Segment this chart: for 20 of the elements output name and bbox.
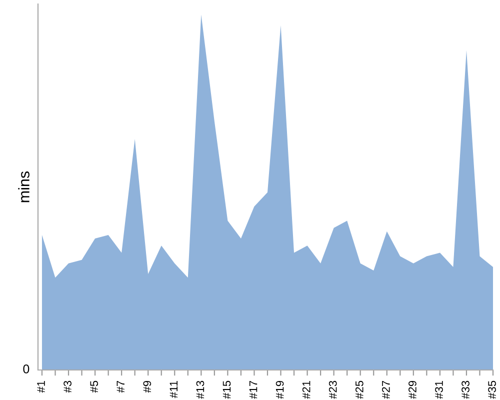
y-axis-title: mins (18, 171, 30, 202)
x-tick-label: #15 (222, 380, 231, 399)
x-tick-label: #35 (488, 380, 496, 399)
x-tick-label: #21 (302, 380, 310, 399)
text: 0 (23, 364, 30, 374)
x-tick-label: #29 (408, 380, 416, 399)
x-tick-label: #1 (37, 380, 45, 393)
x-tick-label: #31 (435, 380, 443, 399)
x-tick-label: #3 (64, 380, 72, 393)
x-tick-label: #17 (249, 380, 258, 399)
x-tick-label: #19 (276, 380, 284, 399)
x-tick-label: #25 (355, 380, 364, 399)
x-tick-label: #11 (170, 380, 178, 398)
x-tick-label: #5 (90, 380, 98, 393)
x-tick-label: #9 (143, 380, 152, 393)
x-tick-label: #13 (196, 380, 204, 399)
x-tick-label: #7 (116, 380, 124, 393)
x-tick-label: #33 (462, 380, 470, 399)
x-tick-label: #23 (328, 380, 337, 399)
x-tick-label: #27 (382, 380, 390, 399)
